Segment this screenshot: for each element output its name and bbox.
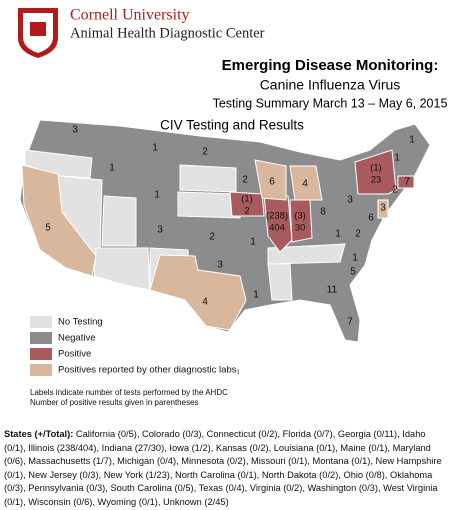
period: Testing Summary March 13 – May 6, 2015 [213, 96, 448, 110]
test-count: 3 [157, 225, 163, 236]
positive-count: (238) [266, 211, 288, 222]
legend-swatch [30, 316, 52, 328]
state-region [229, 191, 265, 217]
state-region [289, 165, 323, 201]
test-count: 3 [380, 203, 386, 214]
legend-note: Number of positive results given in pare… [30, 398, 199, 407]
test-count: 30 [295, 223, 306, 234]
legend: No Testing Negative Positive Positives repo… [30, 316, 240, 407]
legend-note: Labels indicate number of tests performe… [30, 388, 228, 397]
center: Animal Health Diagnostic Center [70, 25, 265, 41]
test-count: 2 [355, 229, 361, 240]
state-region [21, 164, 97, 277]
test-count: 2 [209, 232, 215, 243]
positive-count: (1) [241, 194, 253, 205]
legend-label: Positive [58, 349, 91, 360]
test-count: 1 [253, 290, 259, 301]
state-region [397, 175, 415, 189]
state-region [354, 149, 397, 195]
no-testing-area [267, 243, 346, 265]
state-region [377, 199, 389, 219]
legend-swatch [30, 348, 52, 360]
legend-label: Positives reported by other diagnostic l… [58, 365, 240, 376]
no-testing-area [93, 247, 151, 291]
test-count: 23 [371, 175, 382, 186]
test-count: 1 [154, 190, 160, 201]
legend-swatch [30, 332, 52, 344]
state-region [254, 159, 287, 201]
positive-count: (1) [370, 163, 382, 174]
states-heading: States (+/Total): [4, 429, 74, 439]
test-count: 1 [109, 163, 115, 174]
title: Emerging Disease Monitoring: [222, 57, 439, 74]
test-count: 4 [202, 297, 208, 308]
logo [18, 8, 58, 58]
no-testing-area [177, 191, 241, 219]
test-count: 2 [202, 147, 208, 158]
test-count: 1 [152, 143, 158, 154]
institution: Cornell University [70, 7, 190, 24]
no-testing-area [24, 149, 93, 179]
test-count: 2 [392, 185, 398, 196]
test-count: 4 [302, 179, 308, 190]
legend-swatch [30, 364, 52, 376]
states-summary: States (+/Total): California (0/5), Colo… [4, 428, 446, 510]
legend-label: Negative [58, 333, 96, 344]
no-testing-area [101, 195, 137, 247]
no-testing-area [267, 263, 293, 301]
test-count: 5 [45, 223, 51, 234]
no-testing-area [179, 164, 237, 193]
test-count: 3 [347, 195, 353, 206]
test-count: 5 [350, 267, 356, 278]
legend-label: No Testing [58, 317, 103, 328]
test-count: 1 [394, 153, 400, 164]
state-region [149, 254, 247, 331]
test-count: 3 [72, 125, 78, 136]
test-count: 1 [250, 237, 256, 248]
test-count: 8 [320, 207, 326, 218]
test-count: 6 [269, 177, 275, 188]
state-regions [21, 149, 415, 331]
test-count: 404 [269, 223, 285, 234]
states-text: California (0/5), Colorado (0/3), Connec… [4, 429, 442, 507]
subtitle: Canine Influenza Virus [260, 77, 401, 93]
test-count: 7 [347, 317, 353, 328]
test-count: 1 [409, 135, 415, 146]
test-count: 1 [335, 229, 341, 240]
poster: Cornell University Animal Health Diagnos… [18, 7, 448, 407]
positive-count: (3) [294, 211, 306, 222]
test-count: 6 [368, 213, 374, 224]
test-count: 1 [352, 253, 358, 264]
map-title: CIV Testing and Results [160, 118, 304, 133]
test-count: 7 [404, 177, 410, 188]
test-count: 2 [244, 206, 249, 217]
test-count: 2 [242, 175, 248, 186]
test-count: 3 [217, 260, 223, 271]
test-count: 11 [327, 285, 338, 296]
